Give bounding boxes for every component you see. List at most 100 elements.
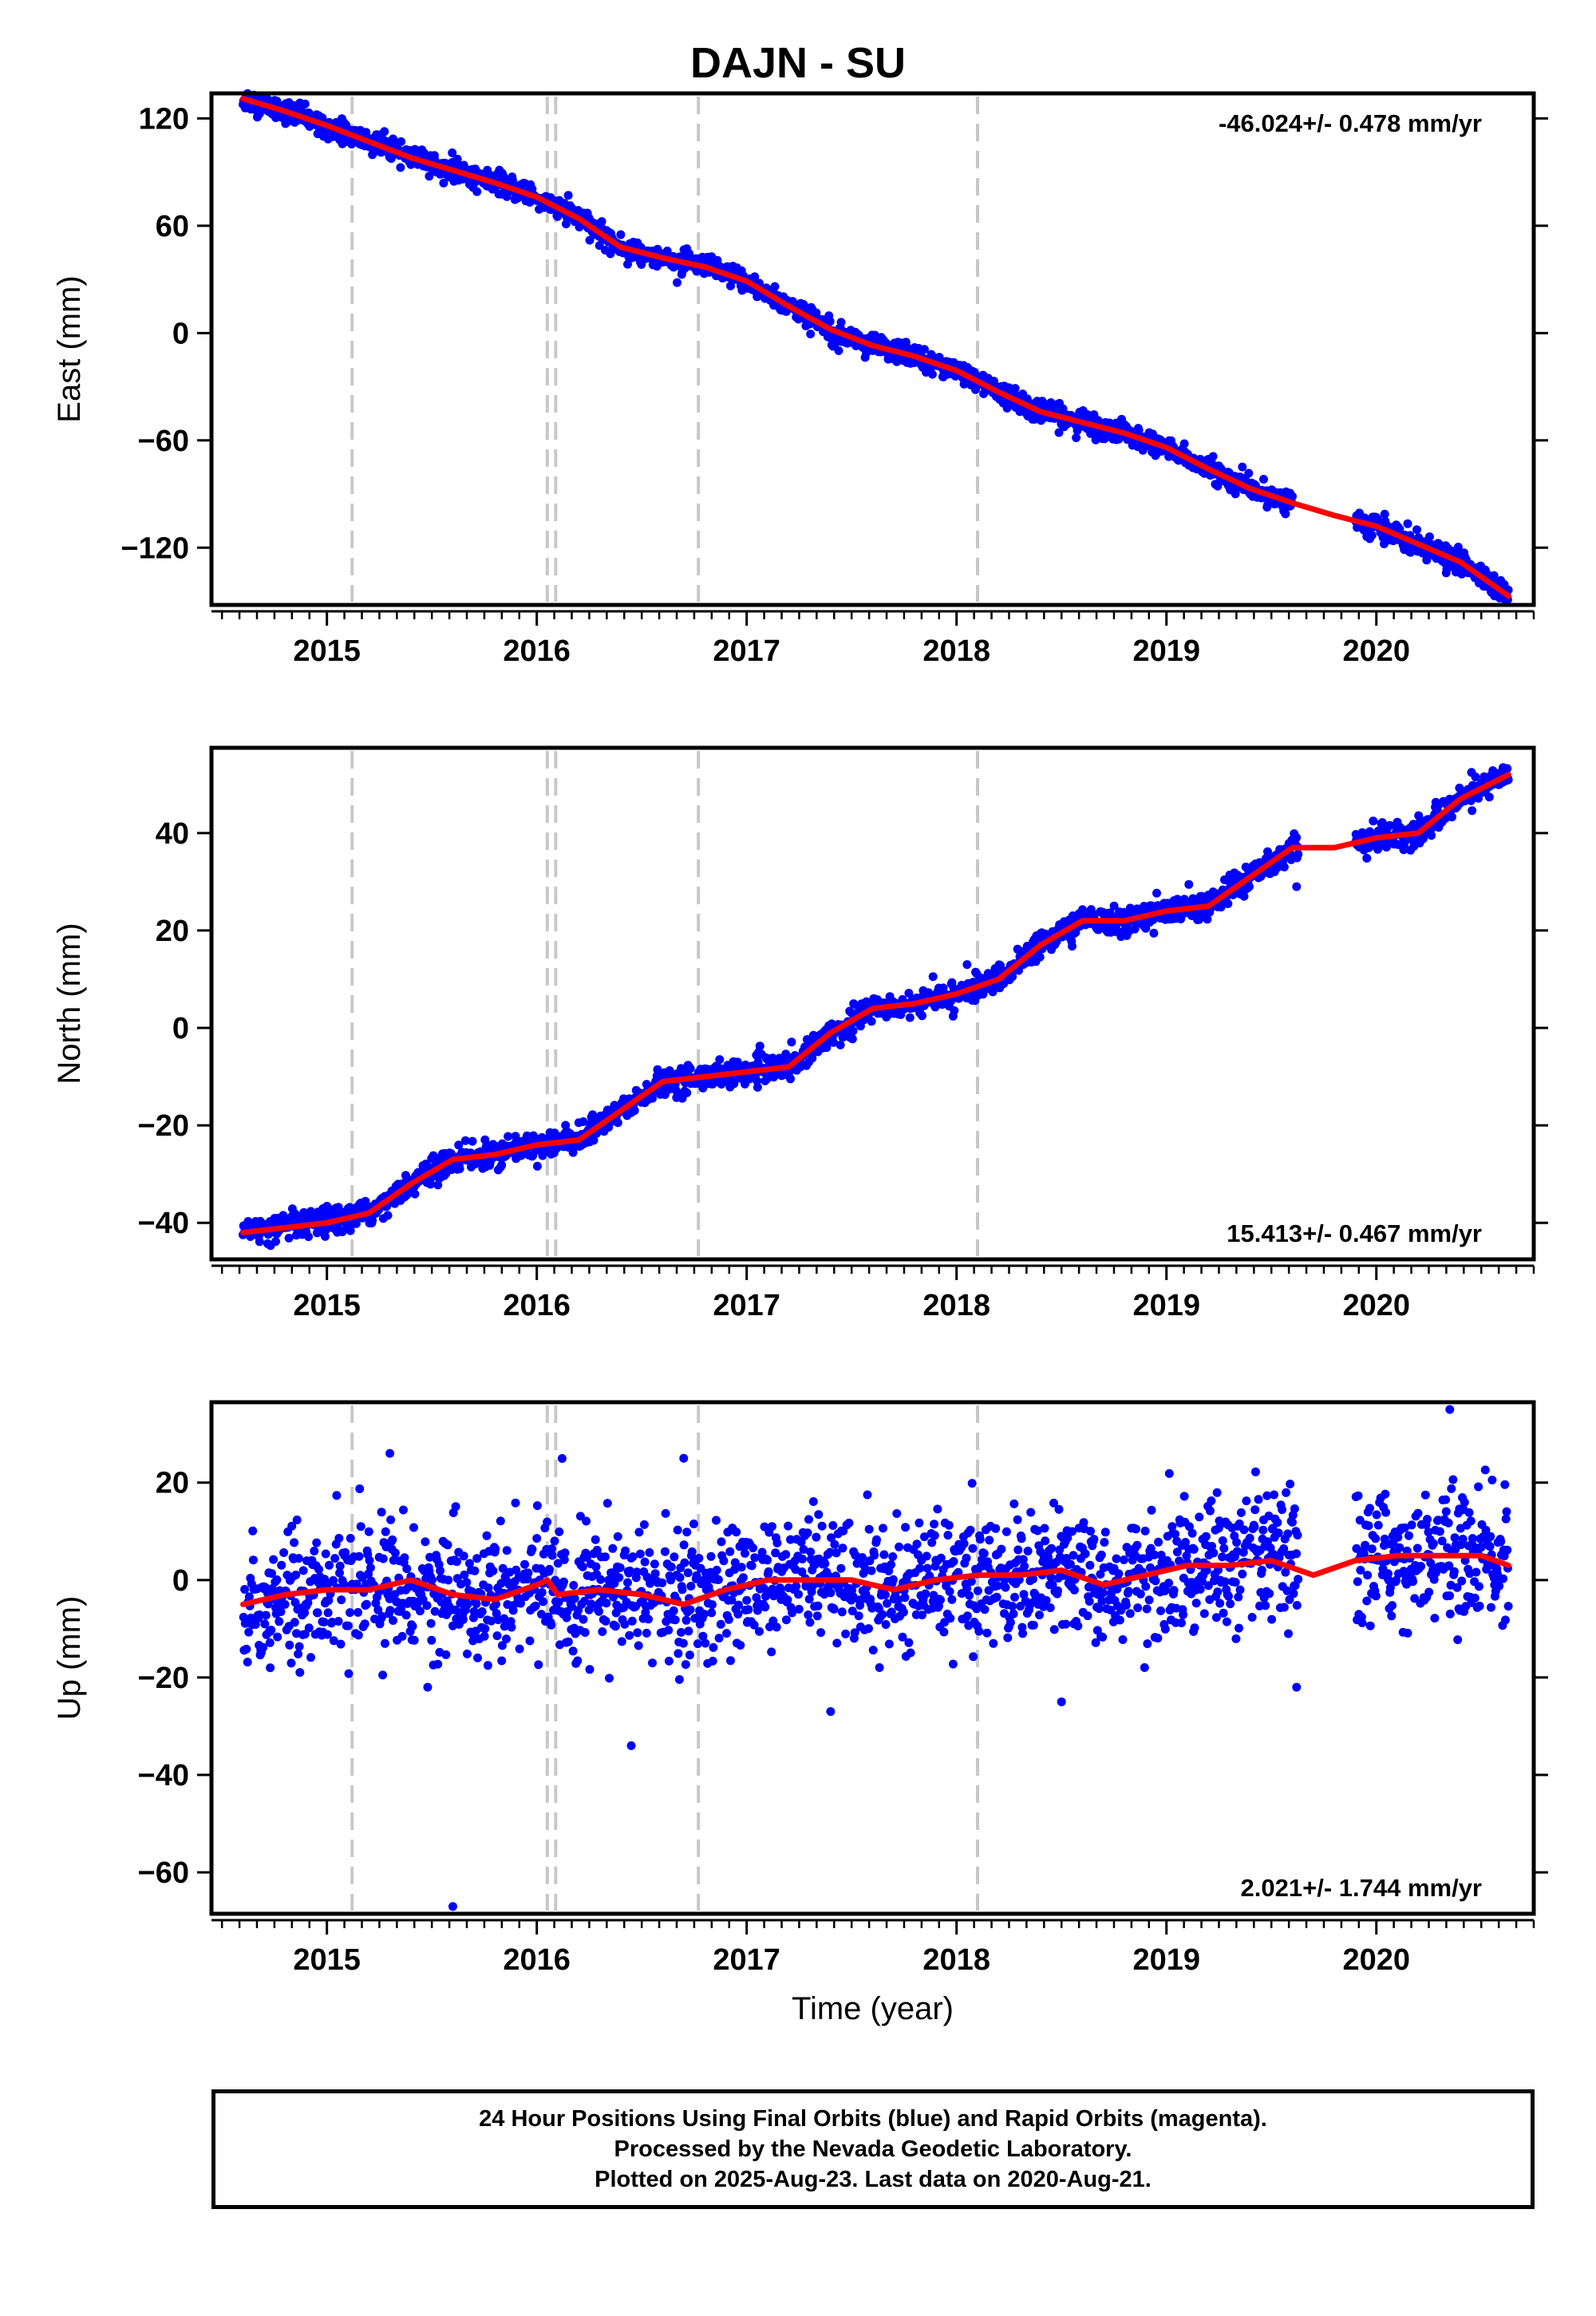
data-point [592,1545,602,1555]
data-point [644,1614,653,1624]
x-tick-label: 2020 [1342,634,1410,668]
data-point [1279,862,1289,871]
data-point-outlier [836,318,846,327]
data-point [591,1562,601,1571]
data-point [1448,812,1456,822]
data-point [332,1491,342,1500]
data-point [410,1189,420,1199]
data-point [515,1644,524,1654]
x-tick-label: 2020 [1342,1289,1410,1322]
data-point [460,1570,469,1579]
data-point [277,1560,286,1570]
data-point [828,1521,838,1530]
data-point [864,1624,873,1634]
data-point [484,1583,493,1593]
data-point [879,1550,889,1559]
data-point [290,1618,299,1627]
data-point [304,1623,314,1633]
data-point [679,1540,689,1550]
data-point [827,1533,836,1543]
data-point-outlier [1292,882,1302,891]
plot-frame [209,745,1536,1262]
data-point [1149,928,1159,938]
data-point [364,1527,373,1536]
data-point [692,1571,701,1580]
data-point [685,1064,695,1073]
velocity-label: -46.024+/- 0.478 mm/yr [1219,109,1482,137]
data-point [327,1618,337,1626]
data-point [880,1590,890,1599]
data-point-outlier [563,191,573,200]
data-point [491,1544,500,1554]
data-point [508,1606,518,1615]
data-point [426,1618,436,1628]
data-point [753,1606,762,1615]
data-point [681,1660,690,1670]
data-point [402,1564,412,1574]
data-point [321,1231,330,1241]
data-point [621,1546,630,1555]
data-point [681,1615,691,1625]
data-point [427,1635,437,1645]
data-point [760,1603,770,1612]
data-point [532,1501,542,1511]
data-point [634,1528,644,1537]
data-point [620,1619,630,1629]
data-point [685,1605,695,1614]
data-point [292,1516,302,1524]
data-point [425,172,434,181]
data-point [1263,847,1272,856]
data-point [459,1551,468,1561]
data-point [755,1041,764,1051]
data-point [804,1515,813,1524]
data-point [512,1565,521,1575]
data-point [480,1624,490,1634]
data-point [888,1552,898,1561]
data-point [812,1611,822,1621]
fit-line [240,772,1511,1235]
data-point [794,1604,804,1614]
data-point [561,1120,571,1130]
data-point [520,1559,529,1569]
data-point [441,1650,451,1659]
data-point [339,1580,349,1590]
data-point [1479,772,1489,781]
data-point [648,1658,657,1668]
data-point [354,1630,363,1640]
data-point [1380,509,1389,519]
data-point [580,1596,589,1606]
data-point [763,1555,772,1565]
data-point [597,217,606,227]
data-point [516,1599,525,1608]
data-point [365,1563,375,1572]
data-point [399,1505,408,1515]
data-point [658,1578,667,1587]
y-tick-label: 20 [156,915,189,948]
data-point [304,1232,314,1242]
data-point [559,1577,568,1587]
data-point [623,1578,632,1587]
data-point [749,1620,759,1630]
data-point [639,1520,649,1529]
x-tick-label: 2015 [293,634,361,668]
data-point [701,1638,710,1648]
data-point [707,1608,717,1618]
data-point [950,1006,959,1015]
data-point [832,1548,841,1558]
data-point [683,1568,693,1578]
data-point [279,1548,289,1557]
data-point [390,1548,400,1558]
data-point [580,1628,590,1637]
data-point [330,1554,340,1563]
data-point [297,105,306,115]
y-axis-label: North (mm) [52,923,87,1084]
data-point [507,1622,516,1632]
data-point [462,1578,472,1587]
data-point [912,1539,922,1549]
data-point [648,1093,657,1103]
data-point [713,1575,723,1584]
data-point [836,1563,846,1573]
data-point [771,1548,780,1558]
data-point [247,1613,255,1622]
data-point [428,1575,437,1585]
